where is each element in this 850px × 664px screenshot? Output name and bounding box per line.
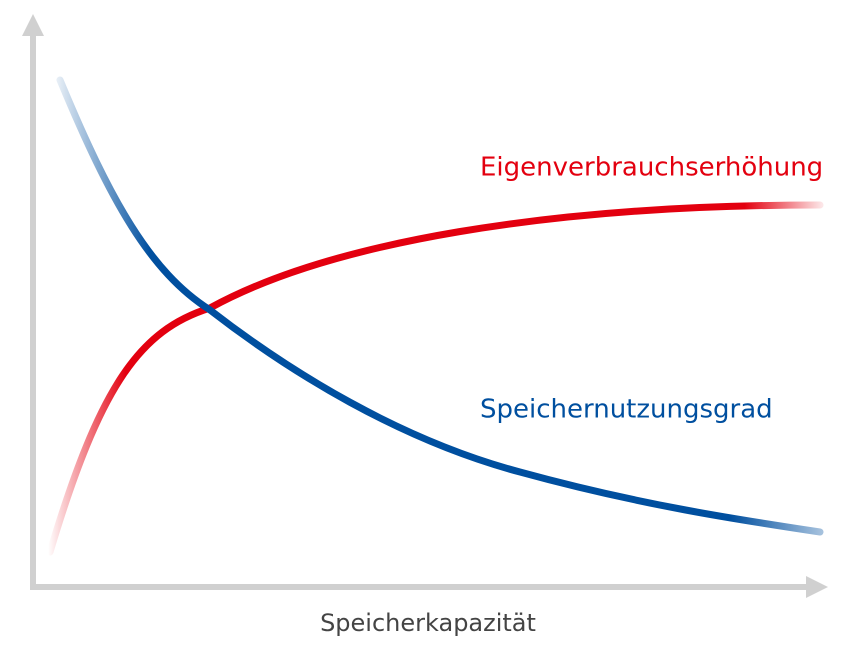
x-axis-arrow [806,576,828,598]
curve [56,76,824,536]
axes [22,14,828,598]
curve-label: Speichernutzungsgrad [480,395,773,425]
y-axis-arrow [22,14,44,36]
curve-label: Eigenverbrauchserhöhung [480,153,823,183]
x-axis-label: Speicherkapazität [320,609,536,637]
curve [46,201,824,556]
